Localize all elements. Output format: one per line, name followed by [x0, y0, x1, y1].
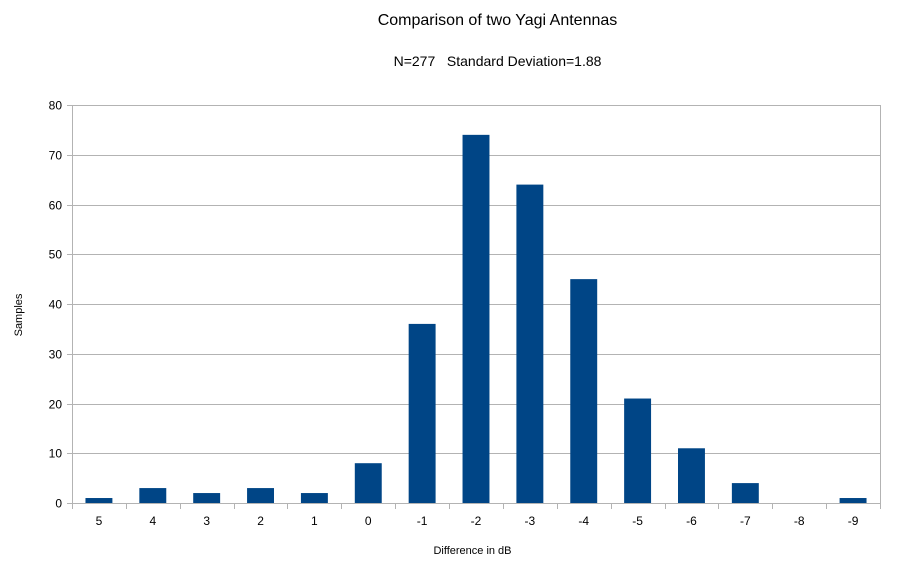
bar — [354, 463, 382, 503]
x-tick-label: -4 — [578, 514, 589, 528]
bar — [678, 448, 705, 503]
bar — [193, 493, 221, 503]
x-tick-label: 3 — [203, 514, 210, 528]
bar — [624, 398, 652, 503]
bar — [247, 488, 274, 503]
bar — [408, 323, 436, 503]
x-tick-label: -6 — [686, 514, 697, 528]
x-tick-label: -1 — [417, 514, 428, 528]
y-tick-label: 50 — [49, 248, 63, 262]
y-tick-label: 20 — [49, 398, 63, 412]
x-tick-label: 1 — [311, 514, 318, 528]
x-tick-label: -5 — [632, 514, 643, 528]
x-axis-label: Difference in dB — [433, 545, 512, 557]
x-tick-label: -7 — [740, 514, 751, 528]
y-tick-label: 80 — [49, 99, 63, 113]
y-tick-label: 0 — [55, 497, 62, 511]
bar — [731, 483, 759, 503]
y-tick-label: 30 — [49, 348, 63, 362]
bar — [139, 488, 167, 503]
chart-title: Comparison of two Yagi Antennas — [377, 12, 618, 29]
x-tick-label: -9 — [848, 514, 859, 528]
y-tick-label: 40 — [49, 298, 63, 312]
y-tick-label: 10 — [49, 447, 63, 461]
y-tick-label: 70 — [49, 149, 63, 163]
chart-subtitle: N=277 Standard Deviation=1.88 — [393, 53, 602, 69]
bar — [570, 279, 598, 503]
x-tick-label: -2 — [471, 514, 482, 528]
x-tick-label: -8 — [794, 514, 805, 528]
x-tick-label: 5 — [96, 514, 103, 528]
bar — [462, 134, 490, 503]
x-tick-label: -3 — [525, 514, 536, 528]
bar — [516, 184, 544, 503]
x-tick-label: 4 — [149, 514, 156, 528]
bar — [300, 493, 328, 503]
bar — [839, 498, 867, 503]
x-tick-label: 2 — [257, 514, 264, 528]
x-tick-label: 0 — [365, 514, 372, 528]
bar — [85, 498, 113, 503]
y-tick-label: 60 — [49, 199, 63, 213]
